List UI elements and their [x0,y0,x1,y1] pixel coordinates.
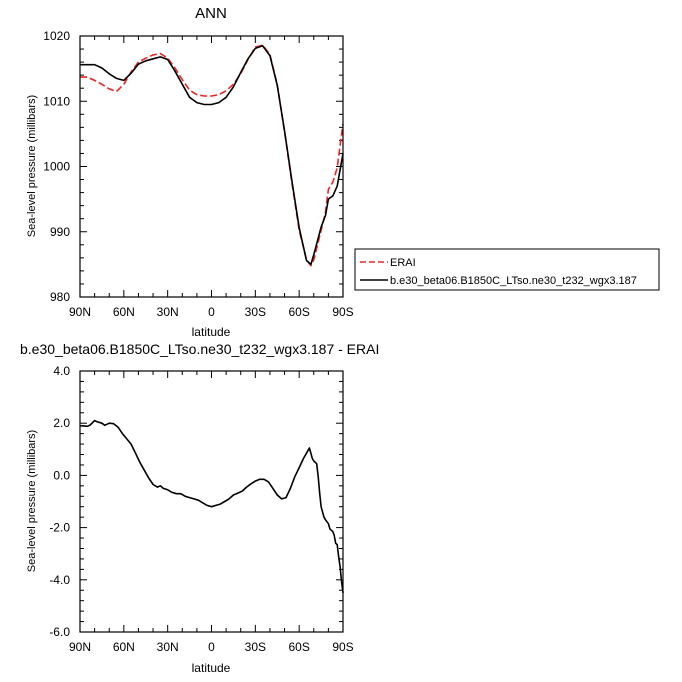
top-x-tick-label: 30N [157,305,179,319]
top-y-tick-label: 1010 [43,94,70,108]
bottom-chart-title: b.e30_beta06.B1850C_LTso.ne30_t232_wgx3.… [20,341,379,357]
bottom-y-tick-label: 0.0 [53,468,70,482]
bottom-x-axis-label: latitude [192,661,231,675]
bottom-y-tick-label: 2.0 [53,416,70,430]
legend-label-erai: ERAI [390,257,416,269]
bottom-y-tick-label: -4.0 [49,573,70,587]
bottom-x-tick-label: 90S [332,640,353,654]
top-plot-area: 90N 60N 30N 0 30S 60S 90S 980 990 1000 1010 1020 [43,29,353,319]
top-x-tick-label: 90S [332,305,353,319]
top-x-tick-label: 90N [69,305,91,319]
top-plot-frame [79,35,344,298]
bottom-series-line-0 [80,419,344,594]
bottom-y-tick-label: -6.0 [49,625,70,639]
bottom-y-tick-label: -2.0 [49,521,70,535]
top-y-tick-label: 980 [50,290,70,304]
top-y-tick-label: 1000 [43,160,70,174]
top-chart-title: ANN [195,5,227,22]
legend: ERAI b.e30_beta06.B1850C_LTso.ne30_t232_… [354,248,660,291]
bottom-plot-frame [79,370,344,633]
top-x-tick-label: 30S [245,305,266,319]
top-x-tick-label: 0 [208,305,215,319]
top-panel: ANN 90N 60N 30N 0 30S 60S 90S 980 990 1000 1010 102… [26,5,354,339]
bottom-plot-area: 90N 60N 30N 0 30S 60S 90S -6.0 -4.0 -2.0 0.0 2.0 4.0 [49,364,353,654]
bottom-x-tick-label: 60N [113,640,135,654]
legend-box [354,248,660,291]
bottom-x-tick-label: 60S [288,640,309,654]
bottom-x-tick-label: 30S [245,640,266,654]
bottom-x-tick-label: 0 [208,640,215,654]
top-series-line-0 [80,44,344,267]
legend-label-model: b.e30_beta06.B1850C_LTso.ne30_t232_wgx3.… [390,275,637,287]
bottom-y-tick-label: 4.0 [53,364,70,378]
bottom-x-tick-label: 90N [69,640,91,654]
top-y-tick-label: 990 [50,225,70,239]
bottom-x-tick-label: 30N [157,640,179,654]
bottom-y-axis-label: Sea-level pressure (millibars) [26,430,38,572]
top-y-tick-label: 1020 [43,29,70,43]
top-y-axis-label: Sea-level pressure (millibars) [26,95,38,237]
top-x-tick-label: 60S [288,305,309,319]
top-series-line-1 [80,44,344,266]
top-x-axis-label: latitude [192,325,231,339]
top-x-tick-label: 60N [113,305,135,319]
bottom-panel: b.e30_beta06.B1850C_LTso.ne30_t232_wgx3.… [20,341,379,675]
